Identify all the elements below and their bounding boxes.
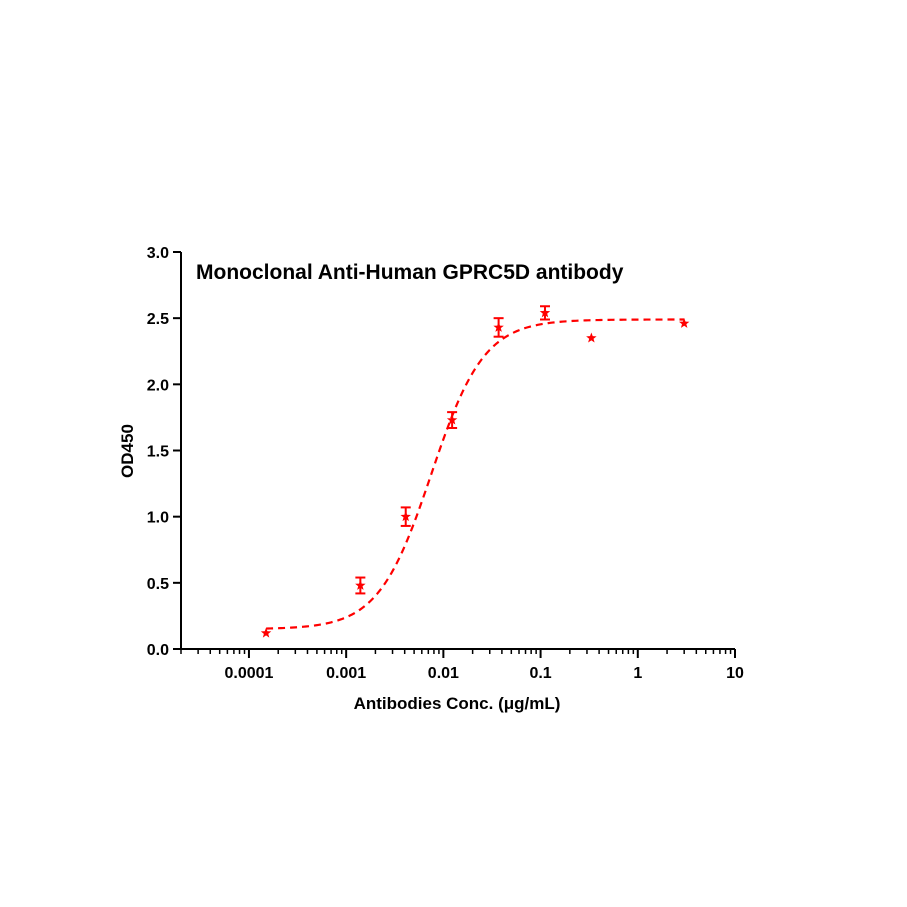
- data-point-star: [586, 332, 597, 343]
- y-tick-label: 2.5: [147, 311, 169, 328]
- chart-title: Monoclonal Anti-Human GPRC5D antibody: [196, 261, 624, 284]
- y-tick-label: 2.0: [147, 377, 169, 394]
- x-tick-label: 0.01: [428, 665, 459, 682]
- y-axis-title: OD450: [118, 424, 137, 478]
- fit-curve-layer: [266, 318, 685, 630]
- data-point-star: [678, 317, 690, 328]
- data-point-star: [355, 579, 366, 590]
- x-tick-label: 10: [726, 665, 744, 682]
- data-point-star: [260, 627, 272, 638]
- y-tick-label: 1.5: [147, 444, 169, 461]
- x-tick-label: 0.0001: [224, 665, 273, 682]
- axes: 0.0 0.5 1.0 1.5 2.0 2.5 3.0 0.0001 0.001 0.01 0.1 1…: [147, 245, 744, 682]
- fit-curve: [266, 318, 685, 630]
- data-point-star: [400, 511, 411, 522]
- data-point-star: [446, 414, 458, 425]
- x-tick-label: 0.1: [529, 665, 551, 682]
- x-axis-title: Antibodies Conc. (μg/mL): [354, 694, 561, 713]
- x-tick-label: 1: [633, 665, 642, 682]
- x-tick-label: 0.001: [326, 665, 366, 682]
- data-point-star: [493, 321, 504, 332]
- y-tick-label: 0.5: [147, 576, 169, 593]
- data-points-layer: [260, 305, 690, 638]
- y-tick-label: 1.0: [147, 510, 169, 527]
- data-point-star: [539, 307, 551, 318]
- y-tick-label: 3.0: [147, 245, 169, 262]
- y-tick-label: 0.0: [147, 642, 169, 659]
